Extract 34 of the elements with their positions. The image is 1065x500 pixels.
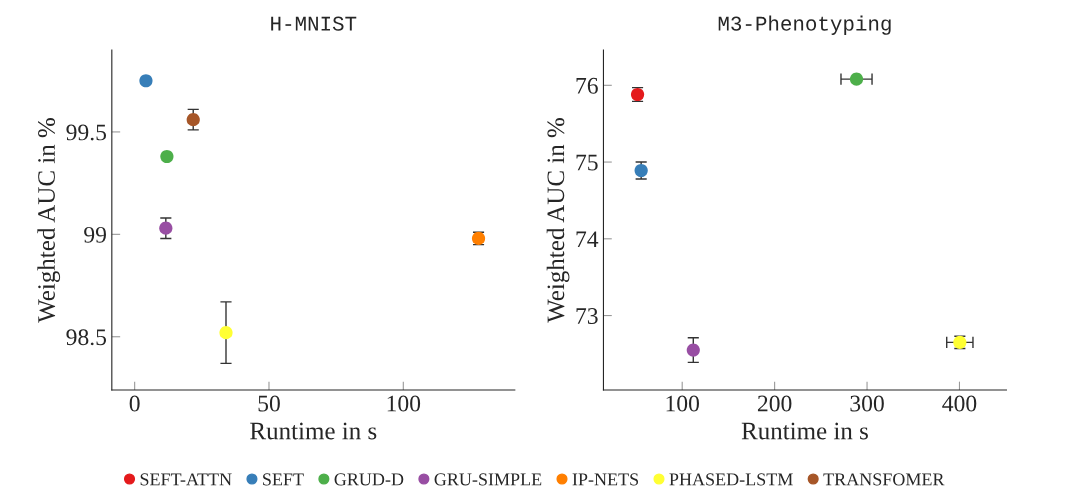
- y-axis-title: Weighted AUC in %: [37, 118, 61, 323]
- y-tick-label: 74: [576, 231, 599, 247]
- point: [219, 326, 233, 340]
- chart-title: M3-Phenotyping: [718, 15, 891, 35]
- point: [849, 72, 864, 86]
- y-tick-label: 73: [576, 308, 598, 324]
- legend-label: IP-NETS: [572, 473, 639, 486]
- y-tick-label: 98.5: [66, 329, 107, 346]
- y-tick-label: 99: [84, 226, 106, 243]
- legend-label: SEFT-ATTN: [140, 473, 232, 486]
- x-axis-title: Runtime in s: [250, 422, 377, 440]
- legend-label: GRU-SIMPLE: [434, 473, 542, 486]
- x-tick-label: 300: [850, 395, 884, 412]
- point: [139, 74, 153, 88]
- x-tick-label: 100: [666, 395, 700, 412]
- x-tick-label: 100: [387, 395, 421, 412]
- x-tick-label: 400: [942, 395, 977, 412]
- x-tick-label: 0: [129, 395, 140, 412]
- point: [186, 113, 200, 127]
- x-tick-label: 200: [757, 395, 792, 412]
- x-tick-label: 50: [258, 395, 280, 412]
- legend-label: PHASED-LSTM: [669, 473, 793, 486]
- legend-label: GRUD-D: [334, 473, 404, 486]
- point: [160, 149, 174, 164]
- x-axis-title: Runtime in s: [741, 422, 868, 440]
- y-tick-label: 75: [576, 154, 598, 171]
- y-tick-label: 76: [576, 77, 598, 94]
- legend-label: SEFT: [263, 473, 304, 486]
- y-tick-label: 99.5: [66, 124, 107, 141]
- point: [159, 221, 173, 235]
- chart-title: H-MNIST: [271, 16, 357, 31]
- legend-label: TRANSFOMER: [823, 473, 945, 486]
- y-axis-title: Weighted AUC in %: [546, 118, 570, 323]
- point: [686, 343, 700, 357]
